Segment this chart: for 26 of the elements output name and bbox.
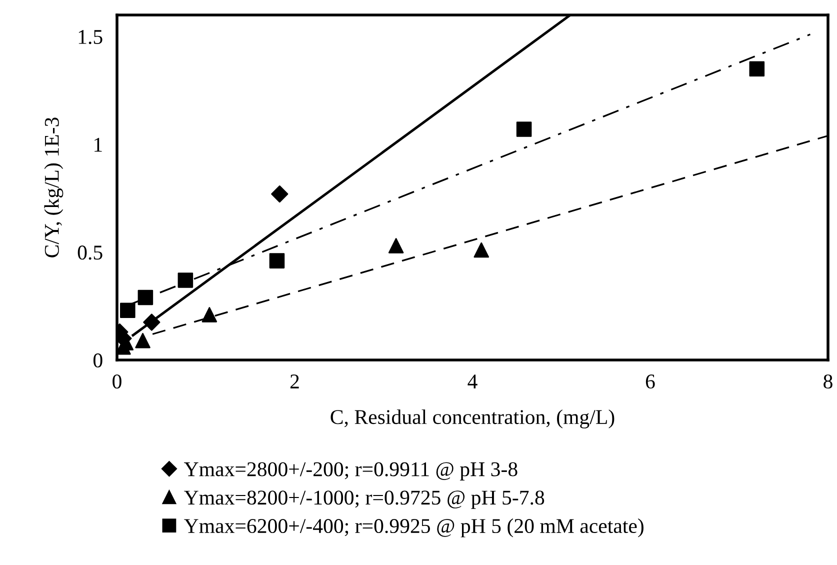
point bbox=[269, 253, 285, 268]
legend-label: Ymax=8200+/-1000; r=0.9725 @ pH 5-7.8 bbox=[184, 490, 544, 509]
point bbox=[135, 332, 150, 348]
y-tick-label: 1.5 bbox=[78, 30, 102, 44]
point bbox=[749, 61, 765, 77]
point bbox=[516, 122, 532, 137]
point bbox=[138, 290, 154, 306]
x-tick-label: 4 bbox=[468, 374, 478, 388]
point bbox=[178, 272, 194, 288]
x-tick-label: 2 bbox=[290, 374, 299, 388]
point bbox=[474, 242, 490, 258]
y-tick-label: 0.5 bbox=[78, 246, 102, 260]
x-tick-label: 0 bbox=[112, 374, 122, 389]
point bbox=[271, 185, 288, 203]
y-tick-label: 1 bbox=[94, 138, 102, 152]
y-axis-title: C/Y, (kg/L) 1E-3 bbox=[44, 118, 64, 258]
legend-label: Ymax=2800+/-200; r=0.9911 @ pH 3-8 bbox=[184, 462, 518, 481]
legend-label: Ymax=6200+/-400; r=0.9925 @ pH 5 (20 mM acetate) bbox=[184, 518, 644, 538]
point bbox=[143, 314, 160, 331]
point bbox=[388, 238, 404, 254]
point bbox=[202, 307, 218, 322]
x-axis-title: C, Residual concentration, (mg/L) bbox=[330, 409, 614, 428]
y-tick-label: 0 bbox=[93, 353, 102, 368]
x-tick-label: 6 bbox=[646, 374, 655, 389]
x-tick-label: 8 bbox=[824, 374, 832, 389]
point bbox=[120, 302, 136, 318]
